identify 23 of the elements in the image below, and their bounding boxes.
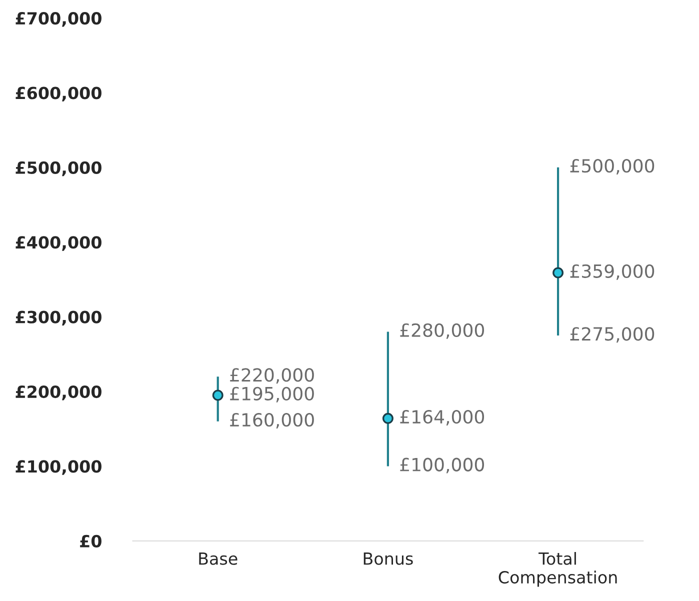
y-tick-label: £400,000 xyxy=(16,236,102,251)
x-tick-label: Total Compensation xyxy=(498,552,617,587)
annotation: £500,000 xyxy=(570,159,654,175)
y-tick-label: £100,000 xyxy=(16,460,102,475)
point xyxy=(212,390,224,401)
x-tick-label: Bonus xyxy=(364,552,413,565)
y-tick-label: £600,000 xyxy=(16,86,102,102)
y-tick-label: £300,000 xyxy=(16,310,102,326)
annotation: £100,000 xyxy=(400,458,484,474)
data-label: £164,000 xyxy=(400,410,484,426)
annotation: £280,000 xyxy=(400,323,484,339)
y-tick-label: £200,000 xyxy=(16,385,102,400)
data-label: £359,000 xyxy=(570,264,654,280)
annotation: £275,000 xyxy=(570,327,654,343)
x-tick-label: Base xyxy=(199,552,238,565)
point xyxy=(382,412,394,424)
annotation: £220,000 xyxy=(230,368,314,384)
y-tick-label: £500,000 xyxy=(16,161,102,176)
annotation: £160,000 xyxy=(230,412,314,428)
data-label: £195,000 xyxy=(230,386,314,402)
point xyxy=(552,267,564,278)
y-tick-label: £0 xyxy=(80,534,102,548)
y-tick-label: £700,000 xyxy=(16,12,102,27)
